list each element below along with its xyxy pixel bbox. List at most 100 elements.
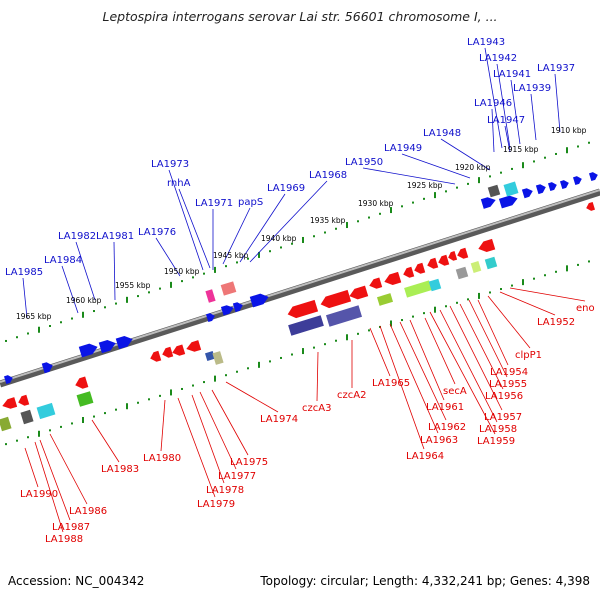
label-leader — [424, 317, 456, 385]
gene-label-minus: LA1961 — [426, 402, 464, 413]
label-leader — [160, 399, 166, 452]
plus-gene-arrow — [249, 293, 269, 308]
gene-label-plus: LA1973 — [151, 159, 189, 170]
label-leader — [504, 125, 511, 153]
chromosome-backbone — [0, 188, 600, 388]
gene-label-minus: secA — [443, 386, 467, 397]
minus-gene-arrow — [438, 254, 450, 266]
gene-label-minus: LA1962 — [428, 422, 466, 433]
gene-box-cyan — [428, 278, 442, 292]
minus-gene-arrow — [457, 247, 469, 259]
gene-label-minus: LA1963 — [420, 435, 458, 446]
plus-gene-arrow — [206, 313, 215, 322]
gene-label-plus: LA1937 — [537, 63, 575, 74]
minus-gene-arrow — [414, 262, 426, 274]
gene-label-plus: LA1985 — [5, 267, 43, 278]
gene-label-plus: LA1981 — [96, 231, 134, 242]
label-leader — [75, 241, 96, 301]
gene-box-yellowgreen — [470, 261, 482, 273]
gene-label-minus: LA1955 — [489, 379, 527, 390]
label-leader — [409, 319, 445, 401]
label-leader — [477, 299, 509, 366]
gene-label-minus: LA1975 — [230, 457, 268, 468]
label-leader — [155, 237, 181, 277]
gene-label-minus: LA1956 — [485, 391, 523, 402]
gene-label-plus: LA1968 — [309, 170, 347, 181]
label-leader — [178, 188, 211, 269]
minus-gene-arrow — [287, 299, 319, 319]
minus-gene-arrow — [427, 257, 439, 269]
gene-label-plus: LA1976 — [138, 227, 176, 238]
plus-gene-arrow — [521, 188, 533, 199]
minus-gene-arrow — [320, 289, 352, 309]
label-leader — [459, 303, 504, 390]
gene-label-plus: LA1984 — [44, 255, 82, 266]
minus-gene-arrow — [150, 350, 162, 362]
gene-box-pink — [205, 289, 216, 303]
gene-label-minus: LA1990 — [20, 489, 58, 500]
minus-gene-arrow — [2, 397, 18, 409]
label-leader — [24, 447, 39, 488]
map-title: Leptospira interrogans serovar Lai str. … — [102, 9, 498, 24]
label-leader — [316, 351, 319, 402]
label-leader — [379, 325, 425, 450]
minus-gene-arrow — [172, 344, 186, 356]
gene-label-minus: LA1965 — [372, 378, 410, 389]
kbp-label: 1945 kbp — [213, 251, 249, 260]
label-leader — [449, 305, 503, 411]
label-leader — [225, 381, 279, 413]
label-leader — [39, 439, 71, 521]
gene-label-plus: LA1949 — [384, 143, 422, 154]
gene-box-grey — [455, 266, 469, 280]
gene-label-minus: LA1979 — [197, 499, 235, 510]
label-leader — [34, 441, 64, 533]
label-leader — [399, 321, 447, 421]
gene-label-plus: LA1939 — [513, 83, 551, 94]
label-leader — [389, 323, 439, 434]
plus-gene-arrow — [480, 197, 496, 209]
gene-box-khaki — [212, 351, 224, 365]
minus-gene-arrow — [448, 251, 458, 261]
gene-label-minus: clpP1 — [515, 350, 542, 361]
gene-box-green — [76, 391, 94, 407]
kbp-label: 1940 kbp — [261, 234, 297, 243]
gene-label-plus: LA1982 — [58, 231, 96, 242]
plus-gene-arrow — [548, 182, 557, 191]
kbp-scale-labels: 1910 kbp 1915 kbp 1920 kbp 1925 kbp 1930 kbp… — [16, 126, 587, 321]
plus-gene-arrow — [535, 184, 546, 195]
gene-box-grey — [487, 184, 501, 198]
gene-label-minus: LA1958 — [479, 424, 517, 435]
kbp-label: 1915 kbp — [503, 145, 539, 154]
gene-label-minus: LA1954 — [490, 367, 528, 378]
label-leader — [177, 397, 216, 498]
gene-label-minus: LA1983 — [101, 464, 139, 475]
gene-label-plus: LA1947 — [487, 115, 525, 126]
gene-label-plus: papS — [238, 197, 263, 208]
label-leader — [491, 108, 495, 153]
gene-label-plus: LA1950 — [345, 157, 383, 168]
gene-label-minus: czcA3 — [302, 403, 331, 414]
minus-gene-arrow — [18, 394, 30, 406]
gene-box-navy — [288, 315, 324, 336]
kbp-label: 1955 kbp — [115, 281, 151, 290]
label-leader-lines — [22, 47, 586, 533]
kbp-label: 1930 kbp — [358, 199, 394, 208]
label-leader — [530, 93, 537, 141]
kbp-label: 1950 kbp — [164, 267, 200, 276]
gene-label-plus: LA1942 — [479, 53, 517, 64]
gene-label-minus: LA1957 — [484, 412, 522, 423]
plus-gene-arrow — [98, 339, 116, 354]
gene-label-plus: rnhA — [167, 178, 191, 189]
gene-box-lime — [376, 293, 394, 306]
label-leader — [222, 207, 251, 265]
plus-gene-arrow — [589, 172, 598, 181]
label-leader — [499, 291, 556, 316]
label-leader — [439, 309, 498, 423]
scale-ticks — [5, 141, 590, 446]
gene-box-cyan — [36, 402, 56, 420]
gene-label-plus: LA1946 — [474, 98, 512, 109]
gene-label-minus: eno — [576, 303, 595, 314]
label-leader — [191, 394, 225, 484]
gene-label-minus: LA1986 — [69, 506, 107, 517]
